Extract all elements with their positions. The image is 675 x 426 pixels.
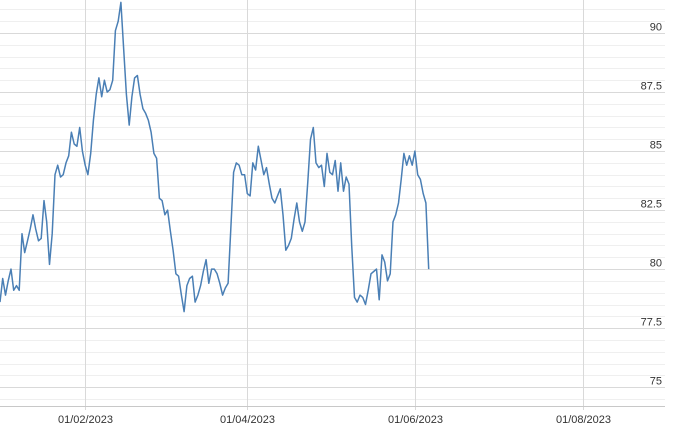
x-tick-label: 01/04/2023 (220, 414, 275, 426)
chart-series (0, 1, 430, 313)
y-tick-label: 82.5 (641, 199, 662, 211)
y-tick-label: 80 (650, 258, 662, 270)
y-tick-label: 85 (650, 140, 662, 152)
x-tick-label: 01/08/2023 (556, 414, 611, 426)
y-tick-label: 77.5 (641, 317, 662, 329)
x-tick-label: 01/02/2023 (58, 414, 113, 426)
y-tick-label: 87.5 (641, 81, 662, 93)
x-tick-label: 01/06/2023 (388, 414, 443, 426)
chart-tick-labels: 75 77.5 80 82.5 85 87.5 90 01/02/2023 01/04/2023… (58, 22, 662, 426)
y-tick-label: 90 (650, 22, 662, 34)
series-line (0, 1, 430, 313)
y-tick-label: 75 (650, 376, 662, 388)
chart-grid (0, 0, 665, 410)
